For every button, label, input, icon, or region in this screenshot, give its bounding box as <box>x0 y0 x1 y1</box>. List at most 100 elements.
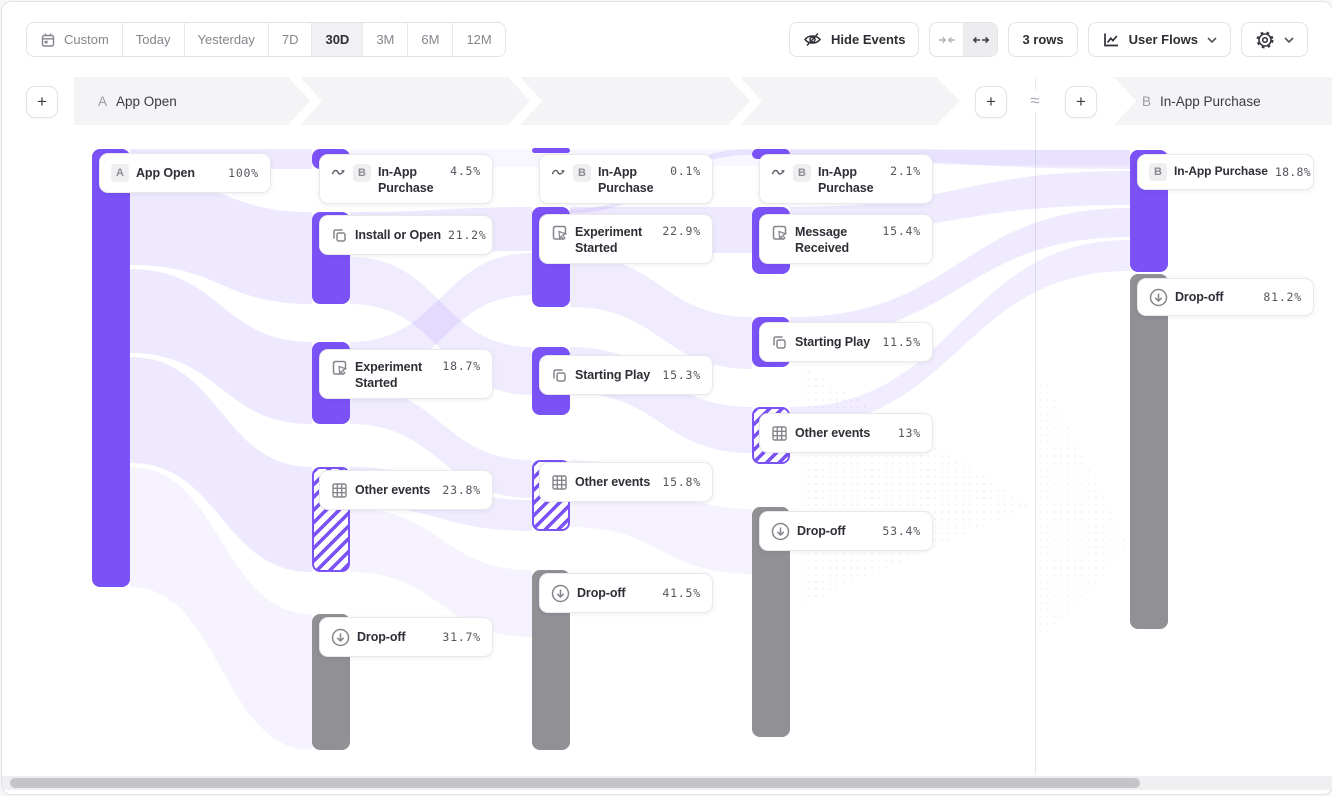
date-range-today[interactable]: Today <box>122 23 185 56</box>
add-step-middle-button[interactable]: + <box>975 86 1007 118</box>
flow-node-label: Drop-off <box>797 523 846 538</box>
flow-node-drop-off[interactable]: Drop-off 53.4% <box>759 511 933 551</box>
flow-node-end-drop-off[interactable]: Drop-off 81.2% <box>1137 278 1314 316</box>
event-b-badge: B <box>573 164 591 182</box>
flow-node-value: 4.5% <box>450 164 481 178</box>
step-a-name: App Open <box>116 93 177 109</box>
step-segment-1[interactable] <box>74 77 310 125</box>
flow-node-value: 22.9% <box>662 224 701 238</box>
date-range-custom[interactable]: Custom <box>27 23 123 56</box>
step-segment-2[interactable] <box>300 77 530 125</box>
flow-node-label: In-App Purchase <box>818 165 874 196</box>
date-range-30d[interactable]: 30D <box>312 23 364 56</box>
flow-node-install-or-open[interactable]: Install or Open 21.2% <box>319 215 493 255</box>
flow-node-end-in-app-purchase[interactable]: B In-App Purchase 18.8% <box>1137 154 1314 190</box>
flow-node-label: In-App Purchase <box>378 165 434 196</box>
hide-events-button[interactable]: Hide Events <box>789 22 920 57</box>
flow-node-label: Drop-off <box>577 585 626 600</box>
dot-texture <box>1038 365 1130 645</box>
rows-button[interactable]: 3 rows <box>1008 22 1078 57</box>
flow-node-label: Experiment Started <box>575 225 643 256</box>
flow-bar-in-app-purchase[interactable] <box>532 148 570 153</box>
flow-node-in-app-purchase[interactable]: B In-App Purchase 0.1% <box>539 154 713 204</box>
flow-node-label: In-App Purchase <box>598 165 654 196</box>
flow-node-label: Other events <box>795 425 871 440</box>
flow-node-in-app-purchase[interactable]: B In-App Purchase 2.1% <box>759 154 933 204</box>
step-segment-3[interactable] <box>520 77 750 125</box>
flow-canvas: A App Open 100% B In-App Purchase 4.5% I… <box>2 125 1332 774</box>
date-range-7d[interactable]: 7D <box>268 23 313 56</box>
flow-node-drop-off[interactable]: Drop-off 41.5% <box>539 573 713 613</box>
hide-events-label: Hide Events <box>831 32 906 47</box>
grid-icon <box>551 474 568 491</box>
arrows-inward-icon <box>938 34 956 46</box>
panel-divider <box>1035 77 1036 774</box>
custom-event-icon <box>551 224 568 241</box>
flow-node-value: 2.1% <box>890 164 921 178</box>
eye-off-icon <box>803 32 822 47</box>
approx-steps-icon[interactable]: ≈ <box>1021 90 1049 112</box>
grid-icon <box>771 425 788 442</box>
event-a-badge: A <box>111 164 129 182</box>
step-segment-4[interactable] <box>740 77 960 125</box>
flow-node-experiment-started[interactable]: Experiment Started 18.7% <box>319 349 493 399</box>
flow-node-value: 13% <box>897 426 921 440</box>
flow-node-label: Other events <box>575 474 651 489</box>
custom-event-icon <box>771 224 788 241</box>
dot-texture <box>802 365 1032 605</box>
date-range-6m[interactable]: 6M <box>408 23 454 56</box>
step-a-letter: A <box>98 93 108 109</box>
flow-node-other-events[interactable]: Other events 23.8% <box>319 470 493 510</box>
flow-node-label: Other events <box>355 482 431 497</box>
event-b-badge: B <box>793 164 811 182</box>
flow-node-label: Drop-off <box>1175 289 1224 304</box>
flow-node-message-received[interactable]: Message Received 15.4% <box>759 214 933 264</box>
flow-node-value: 15.4% <box>882 224 921 238</box>
flow-node-other-events[interactable]: Other events 15.8% <box>539 462 713 502</box>
flow-node-label: Starting Play <box>575 367 651 382</box>
flow-node-starting-play[interactable]: Starting Play 15.3% <box>539 355 713 395</box>
date-range-group: Custom Today Yesterday 7D 30D 3M 6M 12M <box>26 22 506 57</box>
stacked-squares-icon <box>331 227 348 244</box>
flow-node-label: Starting Play <box>795 334 871 349</box>
step-segment-end[interactable] <box>1114 77 1332 125</box>
flow-node-value: 23.8% <box>442 483 481 497</box>
flow-bar-app-open[interactable] <box>92 149 130 587</box>
horizontal-scrollbar-track <box>2 776 1332 790</box>
horizontal-scrollbar-thumb[interactable] <box>10 778 1140 788</box>
flow-node-experiment-started[interactable]: Experiment Started 22.9% <box>539 214 713 264</box>
flow-node-label: Drop-off <box>357 629 406 644</box>
flow-node-drop-off[interactable]: Drop-off 31.7% <box>319 617 493 657</box>
date-range-3m[interactable]: 3M <box>363 23 409 56</box>
add-step-end-button[interactable]: + <box>1065 86 1097 118</box>
stacked-squares-icon <box>551 367 568 384</box>
chevron-down-icon <box>1284 36 1294 43</box>
flow-node-other-events[interactable]: Other events 13% <box>759 413 933 453</box>
step-b-name: In-App Purchase <box>1160 93 1261 109</box>
flow-node-value: 21.2% <box>448 228 487 242</box>
chart-type-dropdown[interactable]: User Flows <box>1087 22 1231 57</box>
flow-node-starting-play[interactable]: Starting Play 11.5% <box>759 322 933 362</box>
step-b-letter: B <box>1142 93 1152 109</box>
date-range-12m[interactable]: 12M <box>453 23 505 56</box>
flow-node-value: 53.4% <box>882 524 921 538</box>
flow-node-value: 31.7% <box>442 630 481 644</box>
flow-node-in-app-purchase[interactable]: B In-App Purchase 4.5% <box>319 154 493 204</box>
collapse-columns-button[interactable] <box>930 23 963 56</box>
flow-node-value: 15.3% <box>662 368 701 382</box>
start-step-label: A App Open <box>98 77 177 125</box>
expand-columns-button[interactable] <box>963 23 998 56</box>
steps-header-row: + A App Open + + B In-App Purchase <box>2 77 1332 125</box>
add-step-start-button[interactable]: + <box>26 86 58 118</box>
date-range-yesterday[interactable]: Yesterday <box>184 23 269 56</box>
settings-dropdown[interactable] <box>1241 22 1308 57</box>
drop-off-icon <box>551 584 570 603</box>
toolbar: Custom Today Yesterday 7D 30D 3M 6M 12M … <box>26 22 1308 57</box>
flow-bar-end-drop-off[interactable] <box>1130 274 1168 629</box>
flow-node-value: 41.5% <box>662 586 701 600</box>
collapse-expand-toggle <box>929 22 999 57</box>
flow-node-value: 15.8% <box>662 475 701 489</box>
line-chart-icon <box>1102 32 1120 48</box>
flow-node-app-open[interactable]: A App Open 100% <box>99 153 271 193</box>
